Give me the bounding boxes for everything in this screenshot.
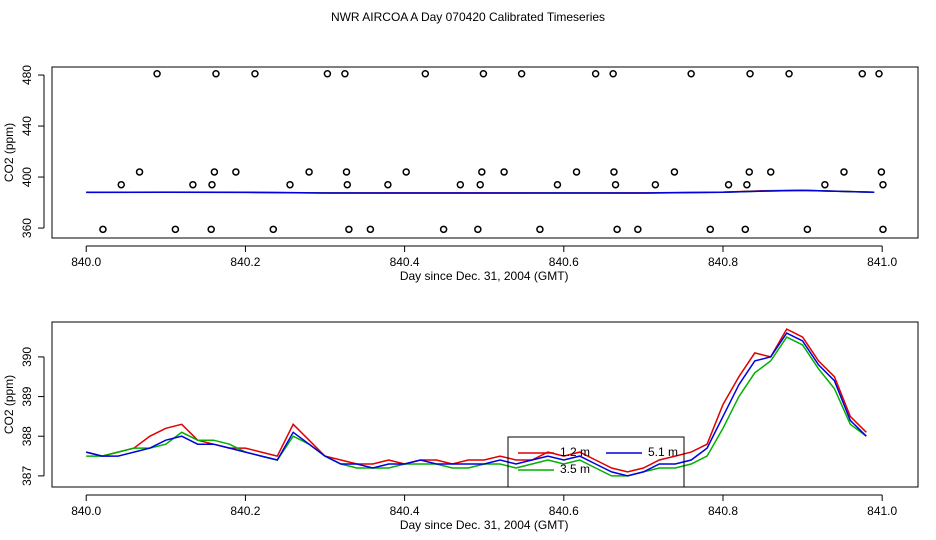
x-axis-label: Day since Dec. 31, 2004 (GMT) <box>400 269 569 283</box>
data-point <box>153 70 161 78</box>
data-point <box>766 168 775 176</box>
legend-box <box>507 436 685 488</box>
data-point <box>476 180 484 189</box>
data-point <box>634 225 642 234</box>
x-tick-label: 840.8 <box>708 255 738 269</box>
data-point <box>875 70 883 78</box>
data-point <box>724 180 733 189</box>
data-point <box>746 70 754 78</box>
data-point <box>536 225 544 234</box>
x-tick-label: 841.0 <box>867 504 897 518</box>
data-point <box>785 70 793 78</box>
data-point <box>210 168 219 176</box>
x-tick-label: 840.0 <box>71 255 101 269</box>
data-point <box>706 225 715 234</box>
data-point <box>609 70 617 78</box>
y-tick-label: 388 <box>20 426 34 446</box>
y-tick-label: 400 <box>20 167 34 187</box>
legend-label: 1.2 m <box>560 445 590 459</box>
data-point <box>651 180 660 189</box>
data-point <box>840 168 848 176</box>
x-tick-label: 840.2 <box>230 255 260 269</box>
data-point <box>366 225 375 234</box>
y-tick-label: 387 <box>20 466 34 486</box>
chart-title: NWR AIRCOA A Day 070420 Calibrated Times… <box>331 10 605 24</box>
data-point <box>743 180 751 189</box>
data-point <box>189 180 197 189</box>
x-tick-label: 840.4 <box>390 255 420 269</box>
data-point <box>323 70 332 78</box>
x-tick-label: 840.0 <box>71 504 101 518</box>
data-point <box>212 70 220 78</box>
data-point <box>877 168 886 176</box>
data-point <box>286 180 294 189</box>
data-point <box>479 70 488 78</box>
legend-label: 3.5 m <box>560 462 590 476</box>
data-point <box>613 225 621 234</box>
data-point <box>341 70 349 78</box>
legend-label: 5.1 m <box>648 445 678 459</box>
data-point <box>384 180 392 189</box>
y-tick-label: 389 <box>20 386 34 406</box>
x-tick-label: 841.0 <box>867 255 897 269</box>
data-point <box>208 180 216 189</box>
plot-frame <box>51 321 919 488</box>
data-point <box>745 168 754 176</box>
data-point <box>611 180 620 189</box>
data-point <box>610 168 618 176</box>
data-point <box>572 168 581 176</box>
data-line <box>86 336 867 477</box>
y-axis-label: CO2 (ppm) <box>2 375 16 434</box>
data-point <box>269 225 278 234</box>
data-point <box>117 180 125 189</box>
y-tick-label: 480 <box>20 65 34 85</box>
data-point <box>591 70 600 78</box>
x-tick-label: 840.6 <box>549 504 579 518</box>
data-point <box>687 70 695 78</box>
y-tick-label: 360 <box>20 218 34 238</box>
data-point <box>232 168 240 176</box>
data-point <box>803 225 812 234</box>
data-point <box>553 180 562 189</box>
data-point <box>474 225 482 234</box>
plot-frame <box>51 66 919 239</box>
data-point <box>171 225 180 234</box>
data-line <box>86 332 867 477</box>
data-point <box>99 225 107 234</box>
x-tick-label: 840.6 <box>549 255 579 269</box>
y-tick-label: 440 <box>20 116 34 136</box>
data-point <box>879 180 887 189</box>
data-point <box>741 225 750 234</box>
x-tick-label: 840.2 <box>230 504 260 518</box>
x-tick-label: 840.8 <box>708 504 738 518</box>
data-point <box>456 180 465 189</box>
data-point <box>500 168 508 176</box>
data-point <box>517 70 526 78</box>
data-point <box>251 70 259 78</box>
data-point <box>402 168 410 176</box>
y-axis-label: CO2 (ppm) <box>2 123 16 182</box>
data-point <box>305 168 313 176</box>
data-point <box>821 180 829 189</box>
y-tick-label: 390 <box>20 347 34 367</box>
data-point <box>207 225 215 234</box>
data-point <box>670 168 679 176</box>
x-axis-label: Day since Dec. 31, 2004 (GMT) <box>400 518 569 532</box>
data-point <box>421 70 430 78</box>
data-point <box>343 180 352 189</box>
data-point <box>342 168 351 176</box>
data-point <box>879 225 887 234</box>
data-line <box>86 189 875 194</box>
x-tick-label: 840.4 <box>390 504 420 518</box>
data-point <box>135 168 144 176</box>
data-point <box>345 225 353 234</box>
data-point <box>478 168 486 176</box>
data-point <box>439 225 448 234</box>
data-point <box>858 70 867 78</box>
